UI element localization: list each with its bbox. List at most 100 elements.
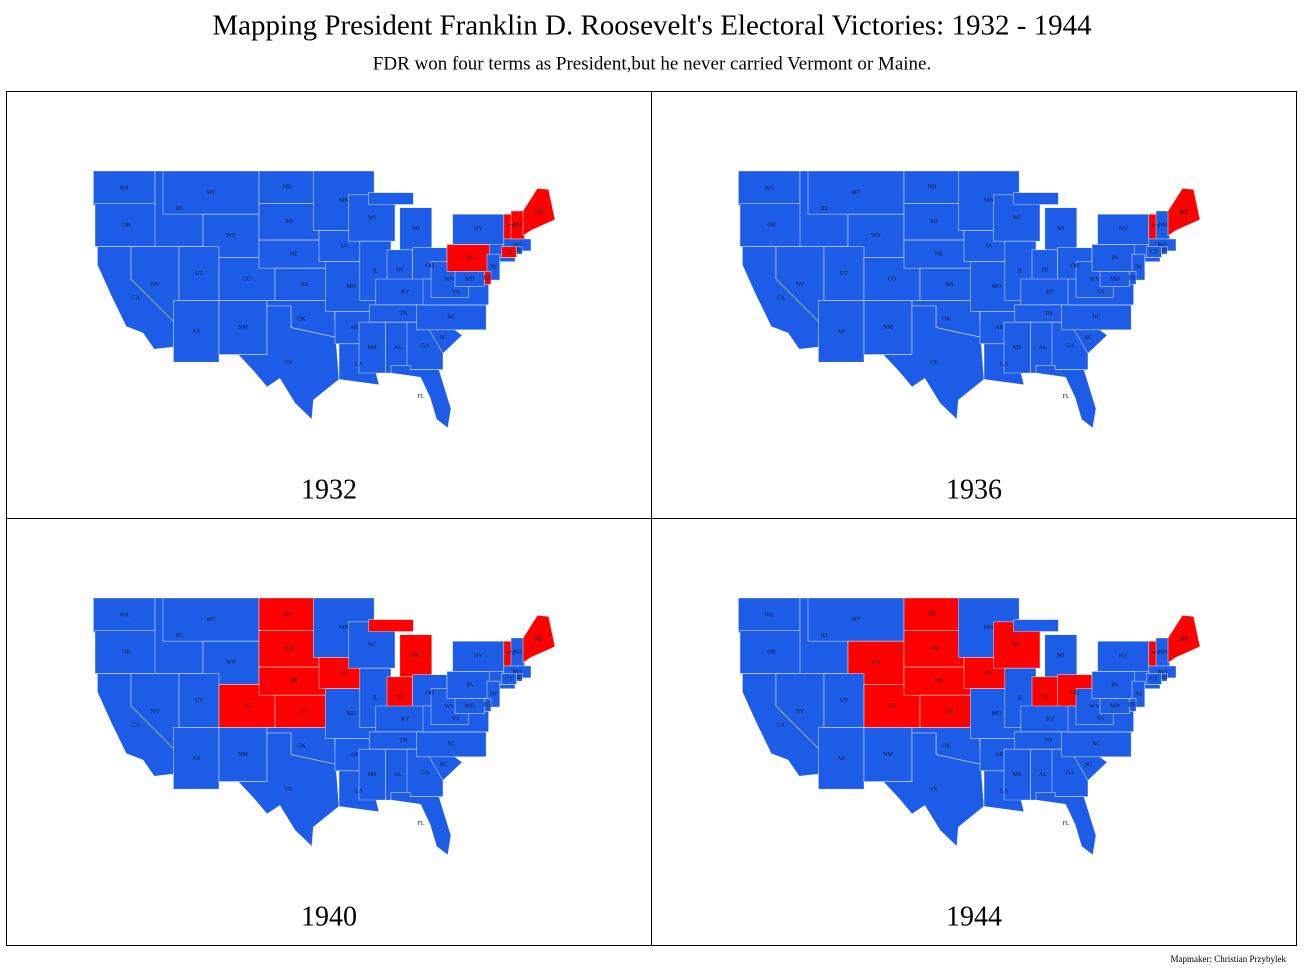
state-label: ME	[535, 209, 544, 215]
state-label: OR	[122, 649, 130, 655]
state	[1146, 673, 1162, 685]
state-label: WI	[368, 642, 376, 648]
state-label: ME	[1180, 636, 1189, 642]
state-label: MI	[1057, 653, 1064, 659]
state-label: GA	[1066, 343, 1075, 349]
state-label: UT	[195, 271, 203, 277]
state-label: AL	[394, 772, 402, 778]
state-label: DE	[484, 702, 492, 708]
state-label: IL	[1018, 695, 1024, 701]
state-label: OH	[1070, 263, 1079, 269]
state-label: WV	[1090, 704, 1101, 710]
us-map: WA OR CA NV ID MT WY UT CO AZ NM ND SD NE KS OK TX MN IA MO…	[93, 597, 556, 856]
state-label: OR	[767, 649, 775, 655]
state-label: IA	[341, 670, 348, 676]
state-label: IL	[373, 268, 379, 274]
state-label: KY	[1046, 716, 1055, 722]
state-label: OH	[425, 263, 434, 269]
state-label: ND	[928, 185, 937, 191]
state-label: NE	[290, 679, 298, 685]
state-label: CT	[1150, 676, 1158, 682]
state-label: NJ	[1135, 691, 1142, 697]
state-label: ID	[176, 206, 183, 212]
state-label: MI	[1057, 226, 1064, 232]
state-label: MD	[1110, 276, 1120, 282]
state-label: SC	[1085, 335, 1092, 341]
state	[454, 271, 485, 287]
state-label: MA	[1158, 669, 1168, 675]
year-label: 1936	[946, 474, 1002, 505]
state-label: AZ	[192, 329, 200, 335]
state-label: PA	[466, 255, 474, 261]
state-label: IL	[1018, 268, 1024, 274]
state	[390, 792, 452, 856]
state-label: WV	[1090, 277, 1101, 283]
state-label: GA	[421, 343, 430, 349]
state-label: ID	[176, 633, 183, 639]
state	[501, 673, 517, 685]
state-label: KS	[946, 282, 954, 288]
state-label: GA	[421, 770, 430, 776]
year-label: 1944	[946, 901, 1002, 932]
state-label: UT	[840, 271, 848, 277]
state-label: MO	[347, 711, 357, 717]
state	[173, 727, 220, 790]
state	[1146, 246, 1162, 258]
state-label: IL	[373, 695, 379, 701]
state	[516, 246, 523, 255]
state-label: MS	[368, 345, 377, 351]
state-label: ND	[283, 185, 292, 191]
state-label: IA	[986, 243, 993, 249]
state-label: VT	[1152, 224, 1160, 230]
state-label: VA	[452, 716, 461, 722]
state-label: AL	[1039, 772, 1047, 778]
state	[1099, 698, 1130, 714]
state-label: AR	[995, 752, 1003, 758]
state-label: MO	[347, 284, 357, 290]
state-label: NE	[290, 252, 298, 258]
state-label: WA	[120, 613, 130, 619]
state-label: NC	[447, 742, 455, 748]
state-label: DE	[1129, 275, 1137, 281]
state-label: CO	[888, 276, 897, 282]
state-label: KY	[401, 716, 410, 722]
state-label: LA	[1000, 362, 1009, 368]
state-label: MI	[412, 226, 419, 232]
state-label: RI	[1161, 248, 1167, 254]
state-label: FL	[1062, 394, 1069, 400]
state-label: UT	[840, 698, 848, 704]
us-map: WA OR CA NV ID MT WY UT CO AZ NM ND SD NE KS OK TX MN IA MO…	[738, 170, 1201, 429]
state-label: ND	[928, 612, 937, 618]
state-label: IA	[986, 670, 993, 676]
state-label: IA	[341, 243, 348, 249]
state-label: VA	[1097, 716, 1106, 722]
state-label: ME	[1180, 209, 1189, 215]
state-label: NH	[513, 222, 522, 228]
state-label: KY	[401, 289, 410, 295]
state-label: NM	[883, 325, 893, 331]
state-label: TX	[930, 787, 939, 793]
state-label: WY	[226, 660, 237, 666]
state-label: OH	[425, 690, 434, 696]
state-label: WI	[368, 215, 376, 221]
state-label: MT	[852, 617, 861, 623]
state-label: OK	[942, 743, 951, 749]
state-label: NH	[513, 649, 522, 655]
state	[818, 727, 865, 790]
state-label: MO	[992, 284, 1002, 290]
state-label: TN	[399, 311, 408, 317]
state-label: NV	[151, 709, 160, 715]
state-label: VA	[452, 289, 461, 295]
state-label: CO	[888, 703, 897, 709]
state-label: WI	[1013, 642, 1021, 648]
state-label: DE	[1129, 702, 1137, 708]
state-label: MA	[513, 669, 523, 675]
state-label: NC	[447, 315, 455, 321]
state-label: CA	[777, 722, 786, 728]
state-label: MO	[992, 711, 1002, 717]
state-label: WI	[1013, 215, 1021, 221]
state	[501, 246, 517, 258]
state	[1099, 271, 1130, 287]
state-label: NM	[883, 752, 893, 758]
state	[522, 614, 556, 664]
